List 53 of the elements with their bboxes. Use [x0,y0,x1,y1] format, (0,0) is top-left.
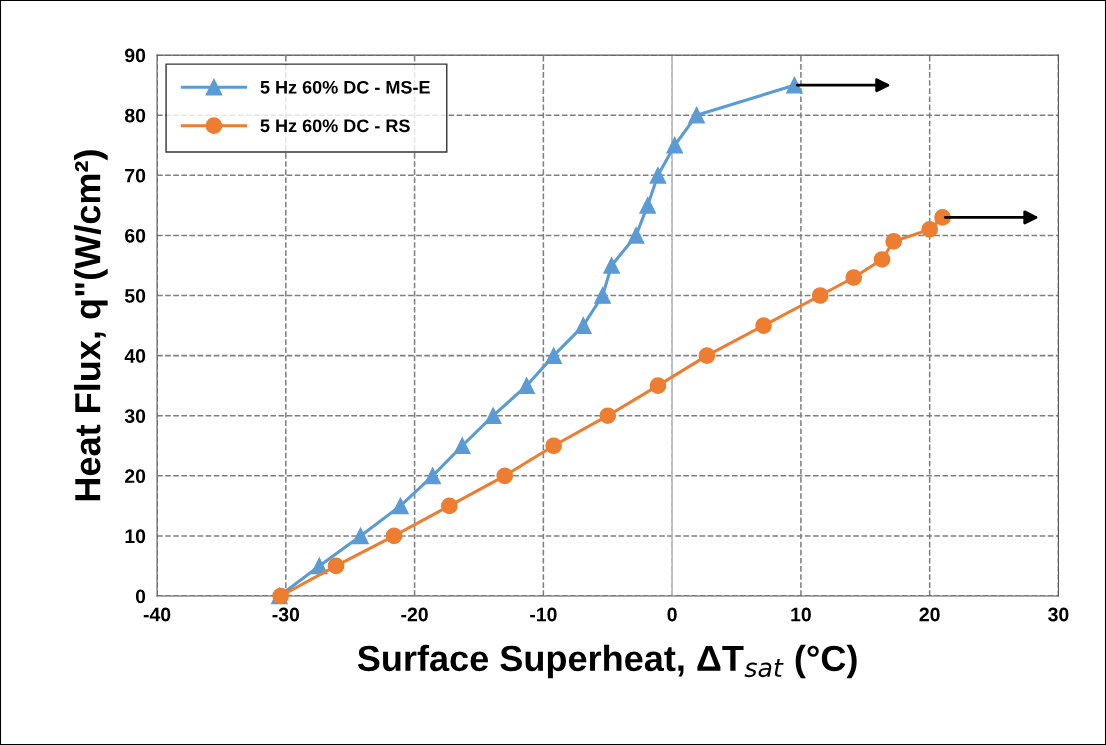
x-tick-label: -40 [143,607,171,622]
point [545,437,562,455]
point [666,136,684,154]
y-tick-label: 60 [125,228,146,243]
x-tick-label: -10 [530,607,557,622]
y-tick-label: 30 [124,409,146,423]
point [811,287,829,304]
point [698,347,716,364]
point [934,209,951,226]
point [574,317,592,334]
legend-label: 5 Hz 60% DC - MS-E [260,80,430,94]
point [327,557,345,575]
point [545,347,562,364]
x-tick-label: -30 [272,607,300,622]
point [594,287,611,304]
y-tick-label: 90 [124,48,146,63]
y-tick-label: 20 [124,469,146,484]
point [786,76,803,94]
y-tick-label: 70 [125,168,146,183]
x-tick-label: 20 [919,607,940,622]
point [518,377,535,394]
point [845,269,863,286]
point [424,467,441,485]
y-tick-label: 80 [124,108,146,123]
point [688,106,705,124]
y-axis-title: Heat Flux, q"(W/cm²) [73,150,108,501]
point [352,527,369,545]
point [649,166,667,184]
point [649,377,667,394]
y-tick-label: 0 [135,589,146,604]
y-tick-label: 40 [124,349,146,363]
x-tick-label: 30 [1048,607,1069,622]
point [453,437,471,455]
point [599,407,617,425]
x-axis-title: Surface Superheat, ΔT$_{sat}$ (°C) [357,644,857,679]
x-tick-label: 10 [791,607,811,622]
y-tick-label: 50 [124,288,146,303]
y-tick-label: 10 [125,529,146,544]
point [496,467,514,485]
point [392,497,409,515]
point [484,407,502,425]
point [885,233,902,250]
point [755,317,772,334]
x-tick-label: 0 [667,607,677,622]
point [385,527,403,545]
point [639,197,656,214]
point [627,227,645,244]
legend-label: 5 Hz 60% DC - RS [260,119,410,133]
point [873,251,891,268]
point [441,497,458,515]
x-tick-label: -20 [401,607,428,622]
point [603,257,620,274]
point [921,221,939,238]
